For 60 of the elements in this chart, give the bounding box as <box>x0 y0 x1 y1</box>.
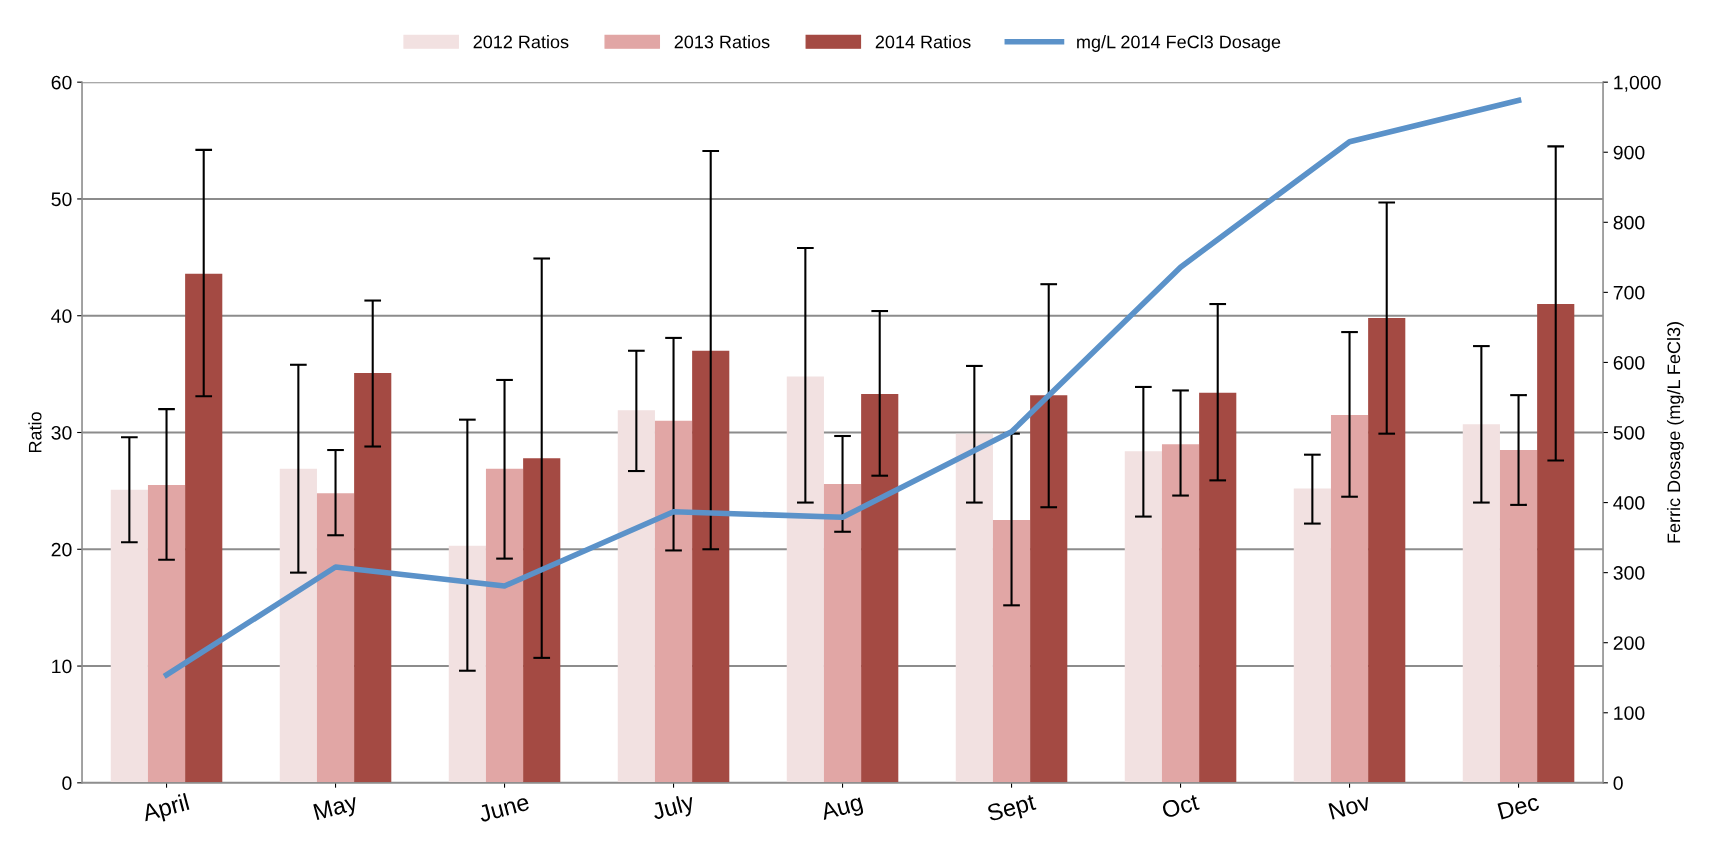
bar <box>1030 395 1068 783</box>
x-tick-label: May <box>313 793 360 825</box>
bar <box>1124 451 1162 783</box>
y-tick-label: 50 <box>51 192 72 207</box>
y2-tick-label: 100 <box>1614 706 1645 720</box>
bar <box>448 545 486 783</box>
y-tick-label: 0 <box>62 776 72 791</box>
bar <box>1368 318 1406 783</box>
bar <box>692 350 730 783</box>
y-tick-label: 40 <box>51 309 72 323</box>
y2-axis-title: Ferric Dosage (mg/L FeCl3) <box>1666 322 1684 543</box>
x-tick-label: July <box>650 792 697 825</box>
bar <box>523 458 561 783</box>
x-tick-label: Nov <box>1328 793 1372 820</box>
bar <box>316 493 355 783</box>
legend-label: 2012 Ratios <box>473 35 569 49</box>
bar <box>786 376 824 783</box>
y2-tick-label: 300 <box>1613 566 1645 580</box>
y-tick-label: 30 <box>51 425 72 440</box>
y-axis-title: Ratio <box>28 412 42 453</box>
y-tick-label: 10 <box>52 659 72 674</box>
y2-tick-label: 200 <box>1613 636 1645 650</box>
legend-label: 2013 Ratios <box>674 35 770 49</box>
x-tick-label: Sept <box>986 793 1038 827</box>
x-tick-label: Dec <box>1497 793 1540 820</box>
bar <box>110 489 148 783</box>
legend-label: 2014 Ratios <box>875 35 971 49</box>
bar <box>147 485 186 783</box>
bar <box>823 483 862 783</box>
bar <box>1330 414 1369 783</box>
x-tick-label: June <box>477 793 530 823</box>
bar <box>617 410 655 783</box>
y2-tick-label: 1,000 <box>1614 75 1661 92</box>
y2-tick-label: 600 <box>1613 355 1645 370</box>
bar <box>1161 444 1200 783</box>
bar <box>279 468 317 783</box>
bar <box>654 420 693 783</box>
bar <box>1293 488 1331 783</box>
bar <box>354 372 392 783</box>
y2-tick-label: 800 <box>1613 215 1645 230</box>
bar <box>992 520 1031 783</box>
bar <box>1499 450 1538 783</box>
x-tick-label: April <box>140 792 191 827</box>
y-tick-label: 20 <box>51 542 72 557</box>
bar <box>185 273 223 783</box>
bar <box>1462 424 1500 783</box>
y2-tick-label: 500 <box>1613 425 1645 440</box>
y2-tick-label: 400 <box>1613 496 1645 510</box>
bar <box>485 468 524 783</box>
bar <box>1537 304 1575 783</box>
legend-label: mg/L 2014 FeCl3 Dosage <box>1077 35 1281 52</box>
x-tick-label: Aug <box>819 793 865 825</box>
bar <box>861 393 899 783</box>
bar <box>1199 392 1237 783</box>
y2-tick-label: 0 <box>1613 776 1623 791</box>
y-tick-label: 60 <box>51 75 72 90</box>
bar <box>955 433 993 783</box>
x-tick-label: Oct <box>1161 793 1200 819</box>
y2-tick-label: 700 <box>1613 285 1645 300</box>
y2-tick-label: 900 <box>1613 145 1645 160</box>
